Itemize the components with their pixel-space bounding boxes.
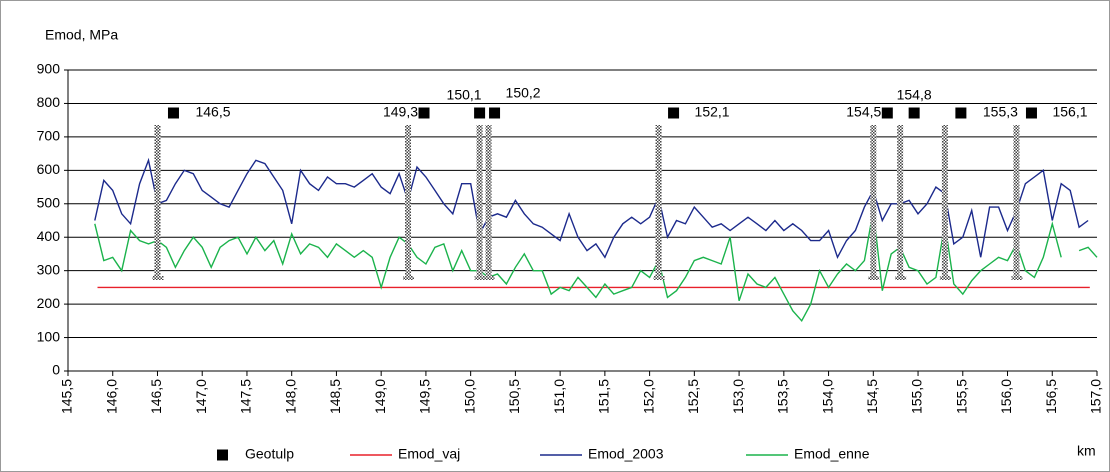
geotulp-marker (1025, 107, 1037, 119)
y-tick-label: 200 (37, 295, 61, 311)
geotulp-label: 156,1 (1052, 104, 1087, 120)
y-tick-label: 900 (37, 61, 61, 77)
geotulp-label: 152,1 (695, 104, 730, 120)
y-tick-label: 400 (37, 228, 61, 244)
x-axis-unit: km (1077, 443, 1096, 459)
geotulp-label: 154,8 (897, 87, 932, 103)
geotulp-base (483, 276, 495, 280)
x-tick-label: 152,0 (640, 379, 656, 414)
y-tick-label: 500 (37, 194, 61, 210)
geotulp-marker (489, 107, 501, 119)
geotulp-marker (167, 107, 179, 119)
geotulp-label: 146,5 (195, 104, 230, 120)
geotulp-bar (405, 125, 412, 277)
y-tick-label: 700 (37, 128, 61, 144)
x-tick-label: 153,5 (775, 379, 791, 414)
x-tick-label: 149,0 (372, 379, 388, 414)
geotulp-marker (668, 107, 680, 119)
y-tick-label: 0 (52, 362, 60, 378)
geotulp-bar (870, 125, 877, 277)
geotulp-label: 155,3 (983, 104, 1018, 120)
x-tick-label: 153,0 (730, 379, 746, 414)
x-tick-label: 148,0 (282, 379, 298, 414)
legend-label: Emod_enne (794, 446, 870, 462)
geotulp-base (868, 276, 880, 280)
geotulp-marker (881, 107, 893, 119)
geotulp-base (1011, 276, 1023, 280)
x-tick-label: 148,5 (327, 379, 343, 414)
geotulp-bar (485, 125, 492, 277)
y-tick-label: 300 (37, 261, 61, 277)
geotulp-label: 150,2 (506, 85, 541, 101)
geotulp-bar (1013, 125, 1020, 277)
geotulp-marker (418, 107, 430, 119)
geotulp-bar (941, 125, 948, 277)
legend-label: Emod_2003 (588, 446, 664, 462)
x-tick-label: 156,5 (1043, 379, 1059, 414)
x-tick-label: 149,5 (417, 379, 433, 414)
y-tick-label: 600 (37, 161, 61, 177)
x-tick-label: 151,5 (596, 379, 612, 414)
geotulp-base (403, 276, 415, 280)
x-tick-label: 150,0 (461, 379, 477, 414)
x-tick-label: 147,5 (238, 379, 254, 414)
legend-label: Emod_vaj (398, 446, 460, 462)
x-tick-label: 146,5 (148, 379, 164, 414)
geotulp-marker (908, 107, 920, 119)
geotulp-bar (154, 125, 161, 277)
x-tick-label: 146,0 (103, 379, 119, 414)
geotulp-marker (955, 107, 967, 119)
x-tick-label: 154,0 (819, 379, 835, 414)
legend-label: Geotulp (245, 446, 294, 462)
geotulp-label: 149,3 (383, 104, 418, 120)
geotulp-base (653, 276, 665, 280)
geotulp-base (895, 276, 907, 280)
geotulp-bar (655, 125, 662, 277)
legend-marker (217, 449, 228, 461)
x-tick-label: 156,0 (998, 379, 1014, 414)
x-tick-label: 155,0 (909, 379, 925, 414)
x-tick-label: 155,5 (953, 379, 969, 414)
geotulp-base (939, 276, 951, 280)
x-tick-label: 147,0 (193, 379, 209, 414)
geotulp-base (152, 276, 164, 280)
y-tick-label: 100 (37, 328, 61, 344)
y-tick-label: 800 (37, 94, 61, 110)
x-tick-label: 152,5 (685, 379, 701, 414)
geotulp-label: 150,1 (447, 87, 482, 103)
y-axis-title: Emod, MPa (45, 27, 118, 43)
x-tick-label: 151,0 (551, 379, 567, 414)
x-tick-label: 154,5 (864, 379, 880, 414)
x-tick-label: 157,0 (1088, 379, 1104, 414)
geotulp-bar (897, 125, 904, 277)
geotulp-base (474, 276, 486, 280)
geotulp-bar (476, 125, 483, 277)
x-tick-label: 150,5 (506, 379, 522, 414)
geotulp-label: 154,5 (846, 104, 881, 120)
line-emod-2003 (94, 157, 1089, 260)
x-tick-label: 145,5 (59, 379, 75, 414)
geotulp-marker (474, 107, 486, 119)
